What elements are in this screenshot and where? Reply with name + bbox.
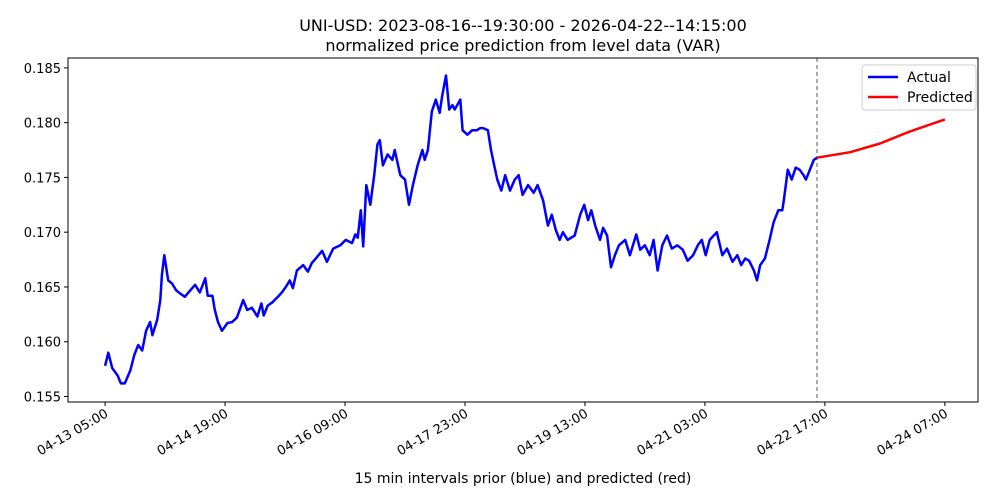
y-tick-label: 0.155	[24, 391, 61, 406]
y-tick-label: 0.185	[24, 62, 61, 77]
x-tick-label: 04-19 13:00	[515, 406, 591, 459]
x-tick-label: 04-22 17:00	[755, 406, 831, 459]
plot-frame	[67, 57, 979, 403]
x-tick-label: 04-17 23:00	[395, 406, 471, 459]
legend: Actual Predicted	[861, 64, 977, 111]
y-tick-label: 0.180	[24, 117, 61, 132]
x-axis-label: 15 min intervals prior (blue) and predic…	[355, 471, 692, 487]
x-tick-label: 04-14 19:00	[155, 406, 231, 459]
legend-predicted-label: Predicted	[907, 90, 973, 106]
chart-subtitle: normalized price prediction from level d…	[325, 36, 720, 55]
x-tick-label: 04-24 07:00	[875, 406, 951, 459]
y-tick-label: 0.165	[24, 281, 61, 296]
x-tick-label: 04-13 05:00	[35, 406, 111, 459]
x-tick-label: 04-21 03:00	[635, 406, 711, 459]
y-tick-label: 0.175	[24, 171, 61, 186]
series-line-predicted	[816, 118, 946, 159]
series-lines	[103, 58, 946, 402]
series-line-actual	[103, 74, 818, 385]
y-tick-label: 0.160	[24, 336, 61, 351]
legend-actual-label: Actual	[907, 70, 951, 86]
chart-title: UNI-USD: 2023-08-16--19:30:00 - 2026-04-…	[299, 16, 747, 35]
y-tick-label: 0.170	[24, 226, 61, 241]
x-tick-label: 04-16 09:00	[275, 406, 351, 459]
